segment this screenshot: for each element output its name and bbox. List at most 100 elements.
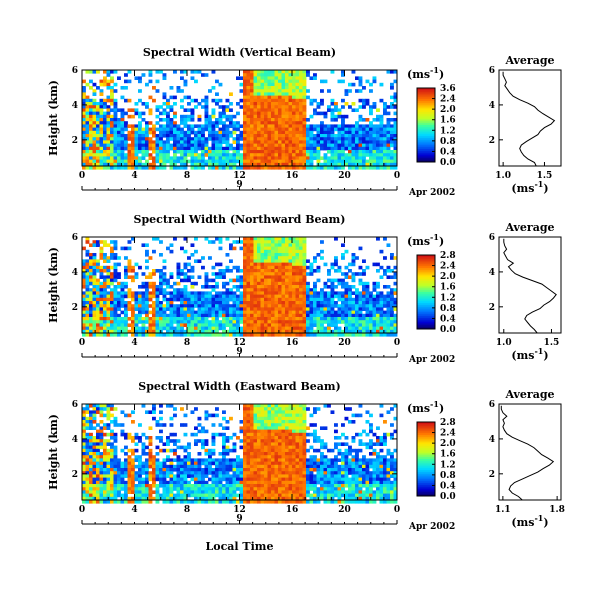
heatmap-cell [229, 246, 233, 251]
average-x-label-base: (ms [511, 349, 534, 362]
heatmap-cell [148, 484, 153, 488]
heatmap-cell [229, 323, 233, 327]
heatmap-cell [127, 413, 132, 418]
heatmap-cell [316, 153, 321, 157]
heatmap-cell [341, 70, 345, 74]
heatmap-cell [99, 121, 104, 125]
heatmap-cell [285, 243, 289, 247]
heatmap-cell [313, 166, 317, 170]
heatmap-cell [302, 111, 307, 116]
heatmap-cell [148, 143, 153, 148]
heatmap-cell [159, 313, 163, 318]
heatmap-cell [274, 86, 279, 90]
heatmap-cell [173, 432, 177, 437]
heatmap-cell [148, 156, 153, 160]
heatmap-cell [197, 275, 202, 279]
heatmap-cell [204, 102, 209, 106]
heatmap-cell [110, 471, 114, 475]
heatmap-cell [99, 410, 104, 414]
heatmap-cell [110, 317, 114, 321]
heatmap-cell [379, 323, 384, 327]
heatmap-cell [309, 150, 314, 154]
heatmap-cell [106, 105, 111, 109]
heatmap-cell [292, 156, 296, 160]
heatmap-cell [337, 111, 342, 116]
heatmap-cell [267, 246, 272, 251]
heatmap-cell [386, 111, 391, 116]
heatmap-cell [299, 272, 303, 276]
heatmap-cell [229, 320, 233, 324]
heatmap-cell [92, 326, 97, 331]
heatmap-cell [106, 127, 111, 132]
heatmap-cell [257, 253, 261, 257]
heatmap-cell [208, 137, 212, 141]
heatmap-cell [281, 256, 286, 260]
heatmap-cell [264, 111, 268, 116]
heatmap-cell [148, 496, 153, 501]
heatmap-cell [180, 471, 184, 475]
heatmap-cell [85, 118, 90, 122]
panel-title: Spectral Width (Eastward Beam) [138, 380, 340, 393]
heatmap-cell [292, 95, 296, 100]
heatmap-cell [159, 124, 163, 128]
heatmap-cell [295, 108, 300, 112]
heatmap-cell [124, 490, 128, 494]
heatmap-cell [145, 159, 149, 164]
heatmap-cell [106, 487, 111, 491]
heatmap-cell [334, 294, 338, 299]
heatmap-cell [204, 294, 209, 299]
heatmap-cell [117, 326, 121, 331]
heatmap-cell [113, 111, 118, 116]
heatmap-cell [358, 89, 363, 93]
heatmap-cell [106, 404, 111, 408]
heatmap-cell [292, 253, 296, 257]
heatmap-cell [383, 313, 387, 318]
heatmap-cell [145, 291, 149, 295]
heatmap-cell [302, 159, 307, 164]
heatmap-cell [166, 246, 170, 251]
heatmap-cell [82, 410, 86, 414]
heatmap-cell [106, 493, 111, 498]
heatmap-cell [190, 281, 195, 286]
heatmap-cell [138, 89, 142, 93]
heatmap-cell [103, 146, 107, 151]
heatmap-cell [253, 124, 258, 128]
heatmap-cell [341, 79, 345, 84]
heatmap-cell [201, 150, 205, 154]
heatmap-cell [162, 127, 167, 132]
heatmap-cell [201, 153, 205, 157]
heatmap-cell [99, 272, 104, 276]
heatmap-cell [225, 320, 230, 324]
heatmap-cell [229, 114, 233, 119]
heatmap-cell [211, 326, 216, 331]
heatmap-cell [166, 484, 170, 488]
heatmap-cell [145, 500, 149, 504]
heatmap-cell [278, 130, 282, 135]
heatmap-cell [120, 329, 125, 334]
heatmap-cell [176, 304, 181, 308]
heatmap-cell [281, 150, 286, 154]
heatmap-cell [110, 320, 114, 324]
heatmap-cell [295, 76, 300, 80]
heatmap-cell [320, 256, 324, 260]
heatmap-cell [386, 285, 391, 289]
heatmap-cell [152, 291, 156, 295]
colorbar-unit-close: ) [439, 235, 444, 248]
heatmap-cell [208, 455, 212, 459]
colorbar-tick-label: 0.8 [440, 304, 456, 314]
heatmap-cell [292, 102, 296, 106]
heatmap-cell [372, 262, 377, 267]
heatmap-cell [113, 323, 118, 327]
heatmap-cell [89, 278, 93, 283]
heatmap-cell [197, 423, 202, 427]
heatmap-cell [162, 496, 167, 501]
heatmap-cell [281, 333, 286, 337]
heatmap-cell [183, 487, 188, 491]
heatmap-cell [82, 496, 86, 501]
colorbar-unit-exp: -1 [430, 65, 439, 75]
heatmap-cell [176, 461, 181, 466]
heatmap-cell [295, 143, 300, 148]
heatmap-cell [267, 146, 272, 151]
heatmap-cell [106, 272, 111, 276]
heatmap-cell [281, 326, 286, 331]
